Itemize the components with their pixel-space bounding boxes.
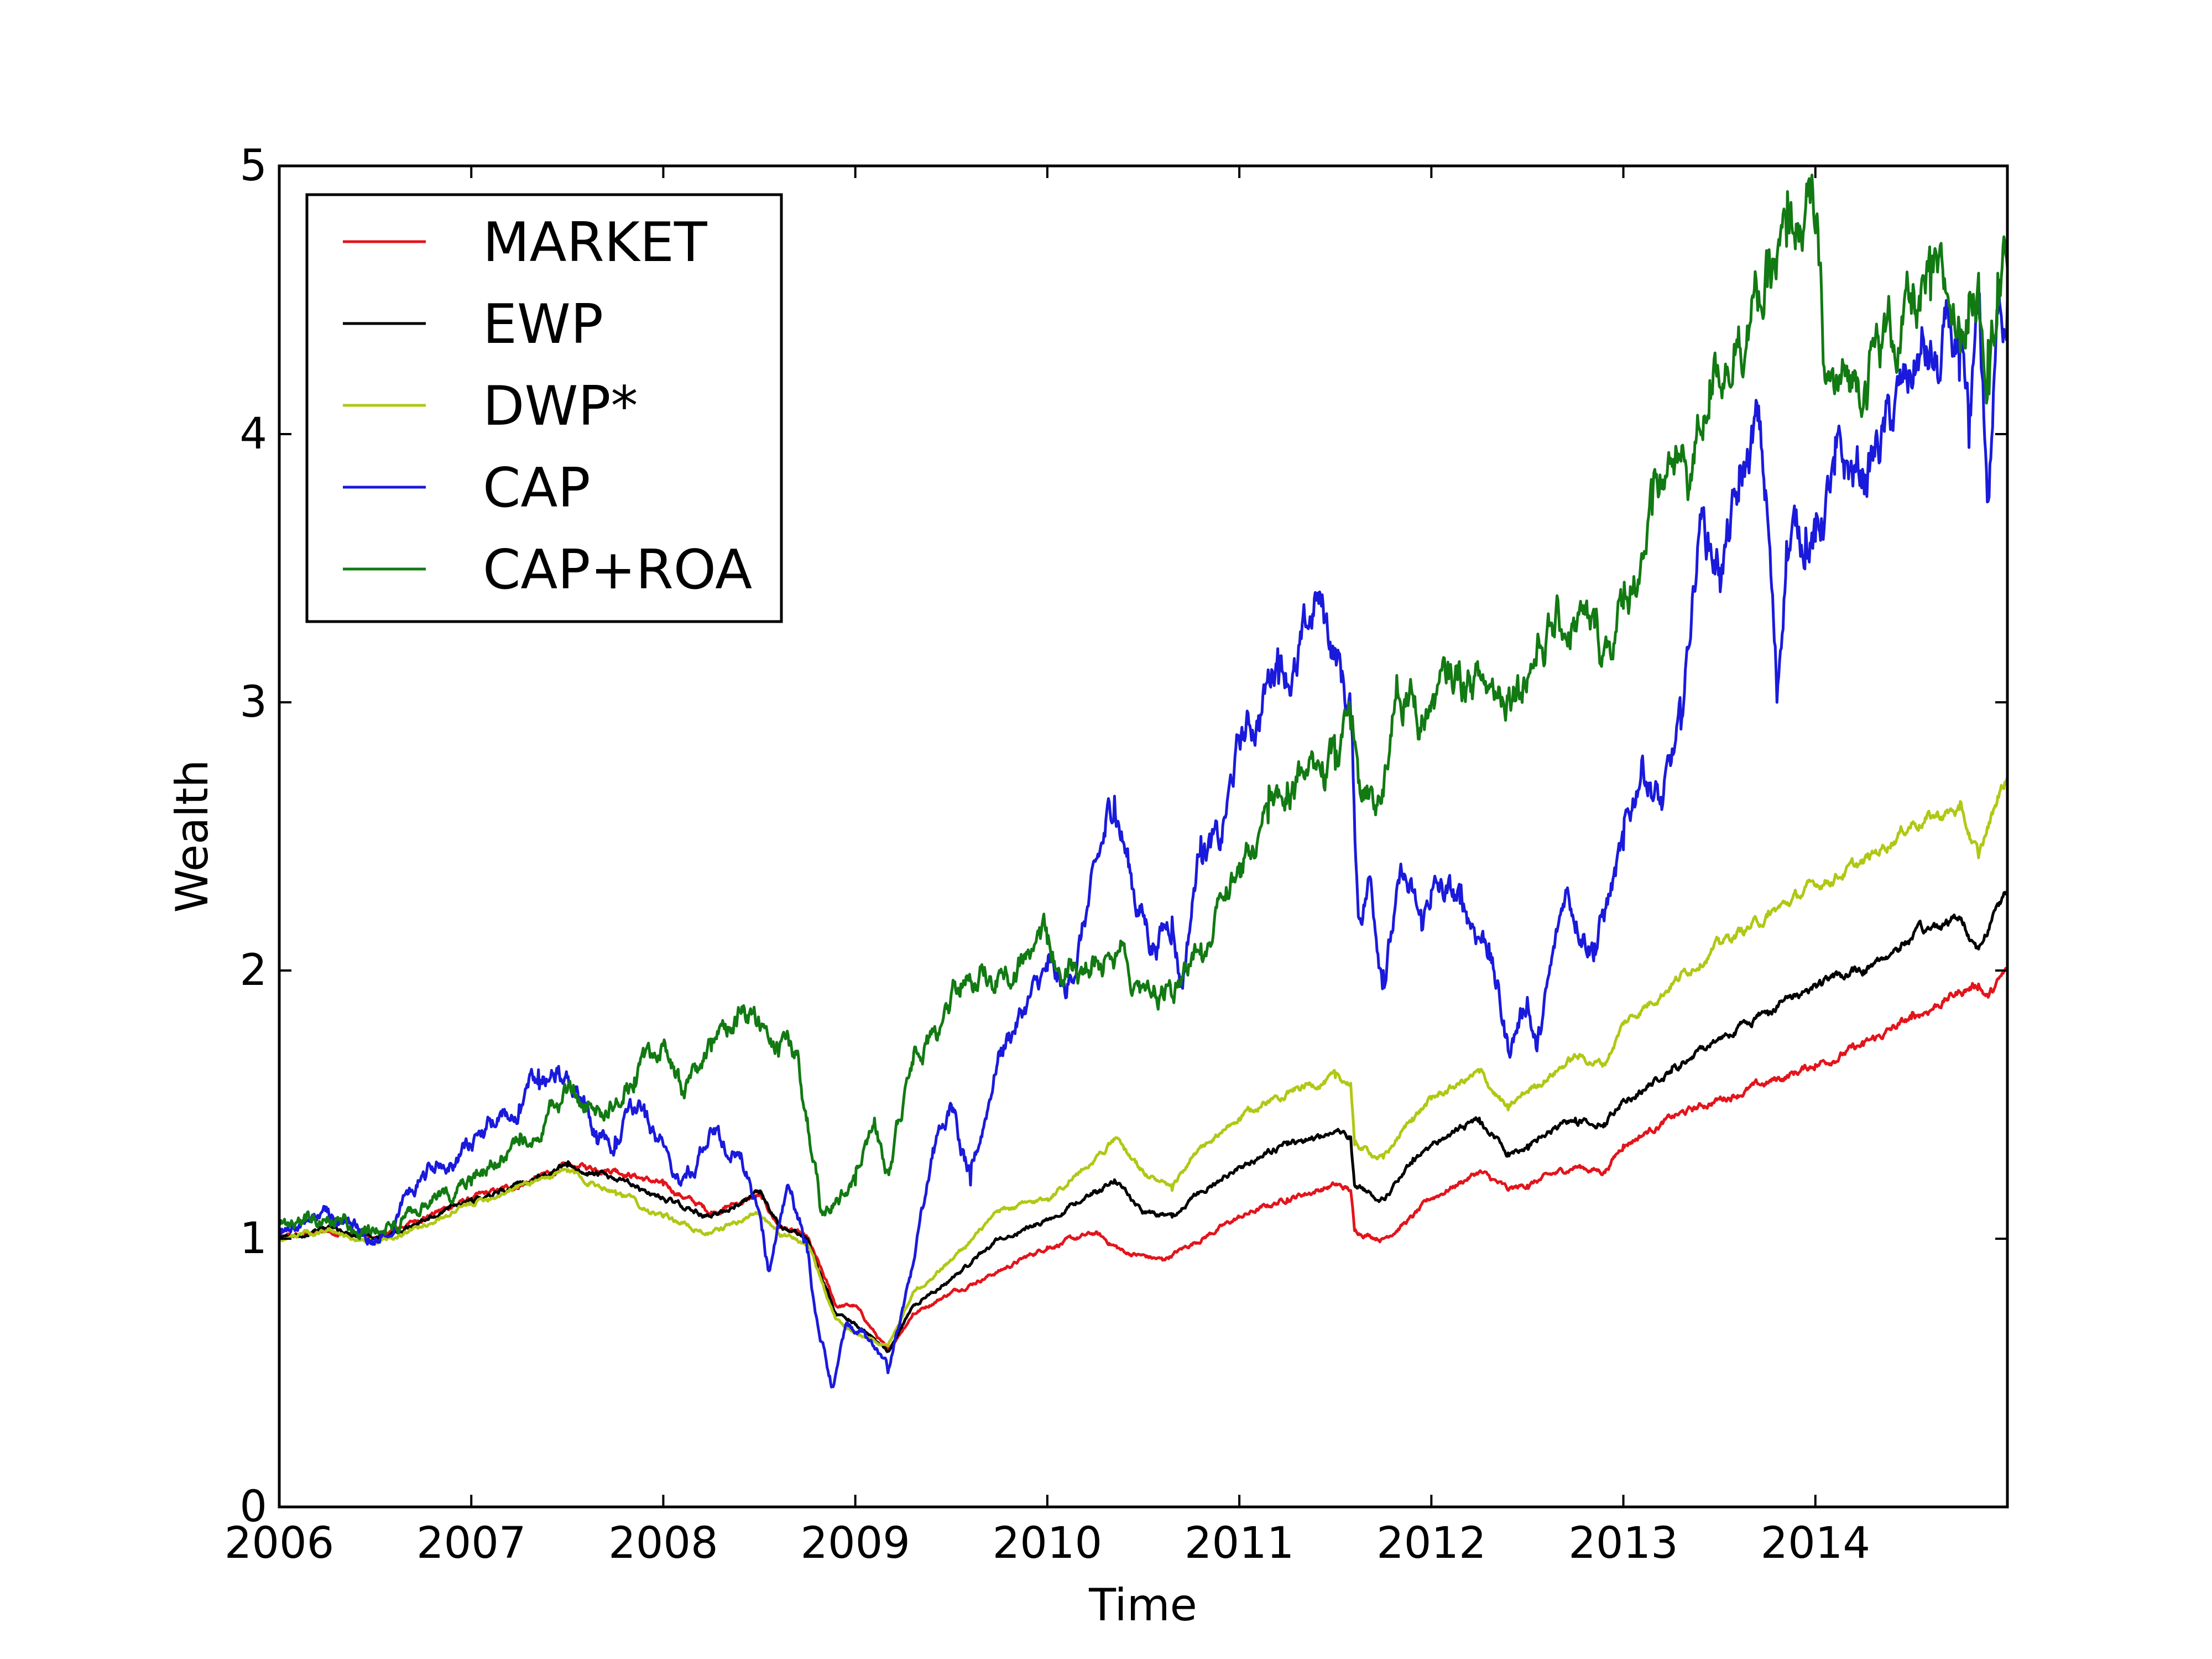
y-tick-label: 4 <box>239 409 267 459</box>
plot-frame <box>278 164 2009 1509</box>
legend-box <box>305 193 783 623</box>
series-layer <box>278 174 2009 1389</box>
y-axis-label: Wealth <box>166 760 218 913</box>
legend-label-cap-roa: CAP+ROA <box>483 539 752 602</box>
legend: MARKET EWP DWP* CAP CAP+ROA <box>305 193 783 623</box>
y-tick-label: 5 <box>239 141 267 191</box>
legend-label-market: MARKET <box>483 211 708 274</box>
legend-label-dwp-: DWP* <box>483 375 638 438</box>
x-tick-label: 2008 <box>608 1519 718 1568</box>
series-line-cap-roa <box>278 174 2009 1240</box>
x-tick-label: 2014 <box>1761 1519 1871 1568</box>
series-line-ewp <box>278 889 2009 1353</box>
ticks-layer: 2006 2007 2008 2009 2010 2011 2012 2013 2014 0 1 2 3… <box>225 141 2007 1568</box>
x-tick-label: 2012 <box>1376 1519 1486 1568</box>
y-tick-label: 3 <box>239 677 267 727</box>
x-tick-label: 2009 <box>800 1519 910 1568</box>
legend-label-ewp: EWP <box>483 293 603 356</box>
y-tick-label: 0 <box>239 1482 267 1532</box>
x-tick-label: 2006 <box>225 1519 335 1568</box>
legend-label-cap: CAP <box>483 457 591 520</box>
x-tick-label: 2010 <box>993 1519 1103 1568</box>
series-line-cap <box>278 278 2009 1389</box>
x-tick-label: 2013 <box>1568 1519 1678 1568</box>
y-tick-label: 1 <box>239 1214 267 1264</box>
series-line-dwp- <box>278 776 2009 1348</box>
x-tick-label: 2011 <box>1185 1519 1295 1568</box>
x-tick-label: 2007 <box>416 1519 526 1568</box>
x-axis-label: Time <box>1088 1579 1197 1631</box>
y-tick-label: 2 <box>239 946 267 995</box>
